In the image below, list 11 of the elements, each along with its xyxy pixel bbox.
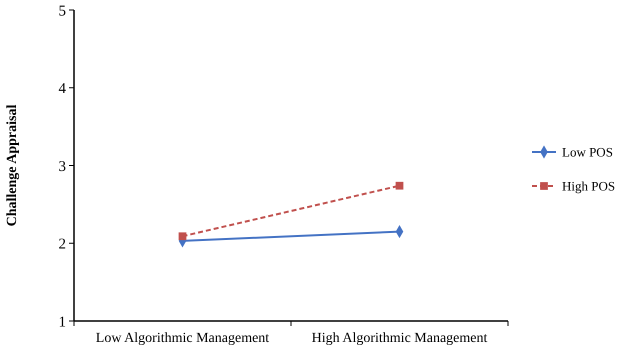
y-tick-label: 5 bbox=[58, 3, 66, 20]
y-axis-title: Challenge Appraisal bbox=[5, 104, 20, 226]
legend-label: High POS bbox=[562, 178, 616, 194]
y-tick-label: 1 bbox=[58, 314, 66, 330]
point bbox=[396, 182, 404, 190]
legend-label: Low POS bbox=[562, 144, 613, 160]
y-tick-label: 4 bbox=[58, 81, 66, 97]
y-tick-label: 2 bbox=[58, 236, 66, 252]
x-tick-label: High Algorithmic Management bbox=[312, 331, 488, 346]
x-tick-label: Low Algorithmic Management bbox=[96, 331, 270, 346]
y-tick-label: 3 bbox=[58, 158, 66, 175]
